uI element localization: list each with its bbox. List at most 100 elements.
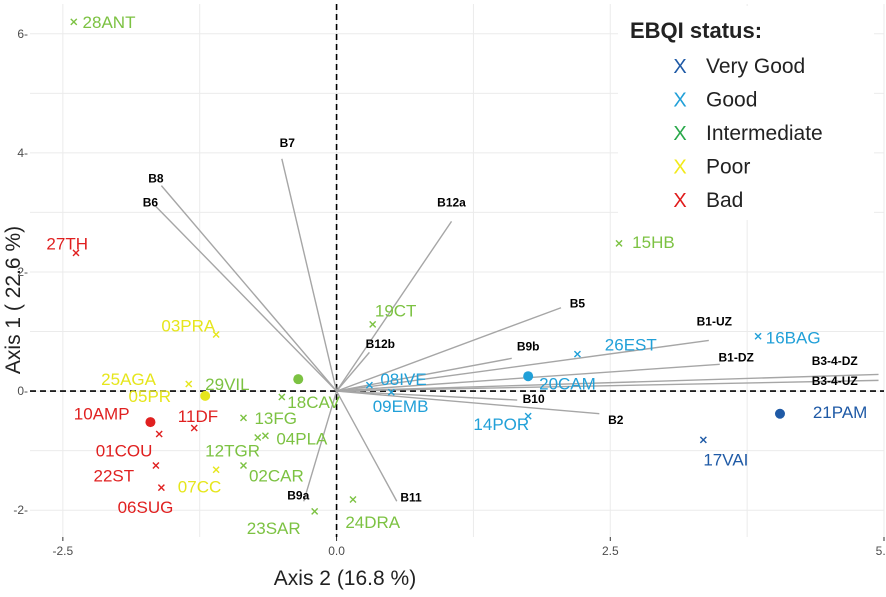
site-point-stroke [754,332,762,340]
site-point-stroke [387,388,395,396]
site-point-stroke [185,380,193,388]
site-point [155,430,163,438]
site-point [261,432,269,440]
site-point [70,18,78,26]
site-point [152,462,160,470]
site-label: 04PLA [276,430,328,449]
site-label: 26EST [605,336,657,355]
legend-key-icon: X [673,157,686,179]
site-point-stroke [365,381,373,389]
site-point-stroke [615,239,623,247]
site-point-stroke [240,462,247,470]
vector-label: B2 [608,413,624,427]
y-tick-label: 2- [17,265,28,279]
site-mean-point [145,417,156,428]
site-point-stroke [190,424,198,432]
site-label: 20CAM [539,374,596,393]
vector-line [336,357,512,392]
vector-line [303,390,338,502]
vector-line [336,390,518,401]
vector-label: B11 [400,490,422,504]
vector-label: B12a [437,195,466,209]
site-mean-point [774,408,785,419]
vector-line [160,185,338,392]
site-label: 12TGR [205,442,260,461]
axis-ticks: -2.5 0.0 2.5 5.0 -2- 0- 2- 4- 6- [13,27,886,558]
vector-line [336,351,370,392]
site-label: 14POR [473,415,529,434]
site-label: 27TH [46,234,88,253]
site-point [369,320,377,328]
site-point-stroke [369,320,377,328]
site-point [240,414,247,422]
vector-label: B10 [523,392,545,406]
legend-key-icon: X [673,56,686,78]
legend-title: EBQI status: [630,18,762,43]
vector-label: B8 [148,172,164,186]
site-label: 03PRA [161,317,216,336]
site-point [311,507,319,515]
site-mean-point [200,390,211,401]
site-point-stroke [157,484,165,492]
legend: EBQI status: X Very Good X Good X Intermediat… [618,6,874,220]
site-point-stroke [72,249,80,257]
site-point [157,484,165,492]
legend-background [618,6,874,220]
vector-label: B1-DZ [719,350,754,364]
site-label: 21PAM [813,403,868,422]
site-label: 15HB [632,233,675,252]
vector-line [336,307,562,392]
site-point [212,466,220,474]
legend-item-label: Poor [706,156,750,179]
y-tick-label: 4- [17,146,28,160]
y-tick-label: 0- [17,384,28,398]
site-point-stroke [278,393,286,401]
site-label: 23SAR [247,519,301,538]
site-point-stroke [254,434,262,442]
vector-label: B12b [366,337,395,351]
site-point-stroke [699,436,707,444]
legend-item-label: Bad [706,189,743,212]
site-point-stroke [70,18,78,26]
site-point-stroke [349,495,357,503]
vector-line [335,220,453,392]
site-points [70,18,785,515]
site-label: 18CAV [287,393,340,412]
vector-label: B6 [143,195,159,209]
site-labels: 28ANT 27TH 15HB 19CT 03PRA 16BAG 26EST 08IVE 20C… [46,13,867,538]
x-tick-label: -2.5 [53,544,74,558]
vector-label: B3-4-DZ [812,354,858,368]
site-point-stroke [261,432,269,440]
y-tick-label: -2- [13,503,28,517]
vector-line [155,205,338,392]
site-label: 29VIL [205,375,249,394]
vector-label: B9a [287,488,309,502]
legend-key-icon: X [673,90,686,112]
site-point-stroke [240,414,247,422]
site-point [254,434,262,442]
site-point [185,380,193,388]
legend-item-label: Good [706,89,757,112]
site-point-stroke [155,430,163,438]
site-point-stroke [524,412,532,420]
site-point [387,388,395,396]
legend-key-icon: X [673,190,686,212]
site-mean-point [293,374,304,385]
site-point-stroke [212,331,220,339]
site-point [212,331,220,339]
vector-line [335,390,398,502]
vector-line [281,158,338,392]
x-tick-label: 5.0 [876,544,886,558]
site-point [278,393,286,401]
site-point [524,412,532,420]
vector-label: B7 [280,136,296,150]
vector-line [336,390,600,415]
site-point [699,436,707,444]
site-point [190,424,198,432]
site-label: 06SUG [118,498,174,517]
site-label: 09EMB [373,397,429,416]
site-label: 22ST [94,467,135,486]
site-label: 17VAI [703,451,748,470]
site-point [365,381,373,389]
